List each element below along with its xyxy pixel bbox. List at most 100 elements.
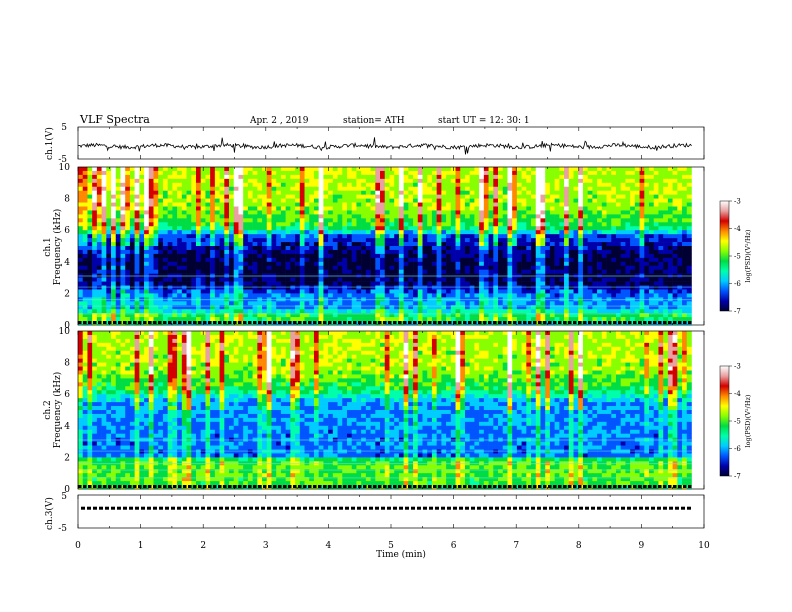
ch1-spec-cell — [483, 285, 489, 290]
ch1-spec-cell — [611, 238, 617, 243]
ch1-spec-cell — [210, 257, 216, 263]
ch1-spec-cell — [677, 242, 683, 247]
ch1-spec-cell — [342, 257, 348, 263]
ch1-spec-cell — [431, 218, 437, 223]
ch1-spec-cell — [677, 190, 683, 195]
ch1-spec-cell — [535, 170, 541, 176]
ch1-spec-cell — [229, 301, 235, 306]
ch1-spec-cell — [493, 222, 499, 227]
ch1-spec-cell — [658, 269, 664, 274]
ch1-spec-cell — [318, 167, 324, 172]
ch1-spec-cell — [682, 186, 688, 191]
ch1-spec-cell — [498, 313, 504, 318]
ch1-spec-cell — [351, 265, 357, 270]
ch1-spec-cell — [238, 226, 244, 231]
ch1-spec-cell — [285, 226, 291, 231]
ch1-spec-cell — [219, 170, 225, 176]
ch1-spec-cell — [233, 198, 239, 203]
ch1-spec-cell — [375, 257, 381, 263]
ch1-spec-cell — [554, 285, 560, 290]
ch1-spec-cell — [658, 202, 664, 207]
ch1-spec-cell — [559, 242, 565, 247]
ch1-spec-cell — [318, 305, 324, 310]
ch1-spec-cell — [554, 261, 560, 267]
ch1-spec-cell — [512, 206, 518, 211]
ch1-spec-cell — [346, 265, 353, 270]
ch1-spec-cell — [144, 206, 150, 211]
ch1-spec-cell — [134, 210, 140, 215]
ch1-spec-cell — [313, 313, 319, 318]
ch1-spec-cell — [167, 281, 173, 286]
ch1-spec-cell — [498, 206, 504, 211]
ch1-spec-cell — [427, 186, 433, 191]
ch1-spec-cell — [328, 230, 334, 235]
ch1-spec-cell — [460, 234, 466, 239]
ch1-spec-cell — [214, 313, 220, 318]
ch1-spec-cell — [507, 289, 513, 294]
ch1-spec-cell — [318, 178, 324, 184]
ch1-spec-cell — [337, 257, 343, 263]
ch1-spec-cell — [96, 277, 102, 282]
ch1-spec-cell — [342, 226, 348, 231]
ch1-spec-cell — [545, 234, 551, 239]
ch1-spec-cell — [210, 242, 216, 247]
ch1-spec-cell — [446, 281, 452, 286]
ch1-spec-cell — [479, 222, 485, 227]
ch1-spec-cell — [455, 206, 461, 211]
ch1-spec-cell — [129, 242, 135, 247]
ch1-spec-cell — [134, 167, 140, 172]
ch1-spec-cell — [493, 281, 499, 286]
ch1-spec-cell — [295, 301, 301, 306]
ch1-spec-cell — [516, 182, 522, 188]
ch1-spec-cell — [346, 238, 353, 243]
ch1-spec-cell — [450, 222, 456, 227]
ch1-spec-cell — [375, 202, 381, 207]
ch1-spec-cell — [205, 261, 211, 267]
ch1-spec-cell — [299, 210, 305, 215]
ch1-spec-cell — [531, 210, 537, 215]
ch1-spec-cell — [592, 178, 598, 184]
ch1-spec-cell — [630, 170, 636, 176]
ch1-spec-cell — [455, 214, 461, 219]
ch1-spec-cell — [280, 210, 286, 215]
ch1-spec-cell — [582, 281, 588, 286]
ch1-spec-cell — [134, 182, 140, 188]
ch1-spec-cell — [460, 194, 466, 199]
ch1-spec-cell — [578, 253, 584, 259]
ch1-spec-cell — [521, 226, 527, 231]
ch1-spec-cell — [469, 222, 475, 227]
ch1-spec-cell — [370, 222, 376, 227]
ch1-spec-cell — [167, 198, 173, 203]
ch1-spec-cell — [606, 289, 612, 294]
ch1-spec-cell — [346, 293, 353, 298]
ch1-spec-cell — [630, 226, 636, 231]
ch1-spec-cell — [233, 269, 239, 274]
ch1-spec-cell — [101, 194, 107, 199]
ch1-spec-cell — [417, 218, 423, 223]
ch1-spec-cell — [384, 305, 390, 310]
ch1-spec-cell — [323, 309, 329, 314]
ch1-spec-cell — [370, 253, 376, 259]
ch1-spec-cell — [398, 293, 404, 298]
ch1-spec-cell — [139, 222, 145, 227]
ch1-spec-cell — [346, 249, 353, 255]
ch1-spec-cell — [384, 289, 390, 294]
ch1-spec-cell — [549, 313, 555, 318]
ch1-spec-cell — [460, 265, 466, 270]
ch1-spec-cell — [375, 230, 381, 235]
ch1-spec-cell — [323, 289, 329, 294]
ch1-spec-cell — [144, 218, 150, 223]
ch1-spec-cell — [92, 218, 98, 223]
ch1-spec-cell — [214, 249, 220, 255]
ch1-spec-cell — [224, 182, 230, 188]
ch1-spec-cell — [229, 186, 235, 191]
ch1-spec-cell — [427, 261, 433, 267]
ch1-spec-cell — [309, 230, 315, 235]
ch1-spec-cell — [365, 301, 371, 306]
ch1-spec-cell — [441, 257, 447, 263]
ch1-spec-cell — [611, 285, 617, 290]
ch1-spec-cell — [441, 305, 447, 310]
ch1-spec-cell — [139, 178, 145, 184]
ch1-spec-cell — [403, 167, 409, 172]
ch1-spec-cell — [649, 313, 655, 318]
